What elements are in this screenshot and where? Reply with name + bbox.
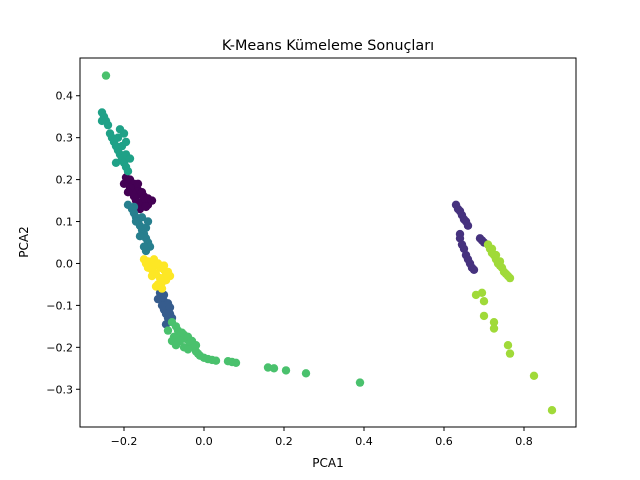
- data-point-cluster-5: [231, 358, 241, 367]
- data-point-cluster-0: [133, 179, 143, 188]
- data-point-cluster-4: [119, 129, 129, 138]
- y-tick-label: 0.4: [56, 90, 74, 103]
- y-tick-label: −0.3: [46, 383, 73, 396]
- data-point-cluster-5: [171, 341, 181, 350]
- x-tick-label: 0.4: [355, 435, 373, 448]
- data-point-cluster-6: [529, 371, 539, 380]
- data-point-cluster-7: [159, 261, 169, 270]
- y-tick-label: −0.2: [46, 341, 73, 354]
- data-point-cluster-6: [505, 349, 515, 358]
- data-point-cluster-4: [125, 154, 135, 163]
- data-point-cluster-6: [505, 273, 515, 283]
- data-point-cluster-5: [101, 71, 111, 80]
- data-point-cluster-4: [123, 167, 133, 176]
- data-point-cluster-0: [147, 196, 157, 205]
- data-point-cluster-1: [469, 265, 479, 274]
- y-tick-label: 0.3: [56, 132, 74, 145]
- data-point-cluster-6: [495, 257, 505, 266]
- data-point-cluster-0: [123, 188, 133, 197]
- chart-title: K-Means Kümeleme Sonuçları: [222, 38, 434, 54]
- data-point-cluster-4: [121, 137, 131, 147]
- data-point-cluster-5: [269, 364, 279, 373]
- data-point-cluster-4: [97, 116, 107, 126]
- data-point-cluster-3: [137, 213, 147, 222]
- data-point-cluster-4: [113, 133, 123, 142]
- data-point-cluster-1: [463, 221, 473, 230]
- data-point-cluster-3: [139, 242, 149, 251]
- data-point-cluster-6: [547, 406, 557, 415]
- data-point-cluster-2: [153, 294, 163, 304]
- data-point-cluster-2: [165, 303, 175, 312]
- data-point-cluster-7: [147, 271, 157, 281]
- data-point-cluster-7: [161, 269, 171, 279]
- data-point-cluster-3: [131, 217, 141, 226]
- y-axis: −0.3 −0.2 −0.1 0.0 0.1 0.2 0.3 0.4: [46, 90, 80, 396]
- plot-frame: [79, 57, 577, 428]
- data-point-cluster-6: [491, 250, 501, 260]
- x-axis: −0.2 0.0 0.2 0.4 0.6 0.8: [111, 427, 533, 448]
- x-tick-label: 0.6: [435, 435, 453, 448]
- x-tick-label: 0.8: [515, 435, 533, 448]
- data-point-cluster-3: [129, 202, 139, 212]
- data-point-cluster-3: [143, 217, 153, 226]
- y-tick-label: 0.1: [56, 216, 74, 229]
- data-point-cluster-4: [103, 120, 113, 130]
- data-point-cluster-1: [459, 244, 469, 253]
- data-point-cluster-6: [479, 297, 489, 306]
- data-point-cluster-1: [455, 229, 465, 239]
- data-point-cluster-4: [111, 158, 121, 167]
- data-point-cluster-5: [301, 369, 311, 378]
- y-axis-label: PCA2: [17, 226, 31, 257]
- y-tick-label: 0.2: [56, 174, 74, 187]
- x-axis-label: PCA1: [312, 456, 343, 470]
- data-point-cluster-5: [211, 356, 221, 365]
- data-point-cluster-5: [355, 378, 365, 387]
- data-point-cluster-0: [119, 179, 129, 188]
- x-tick-label: −0.2: [111, 435, 138, 448]
- y-tick-label: 0.0: [56, 257, 74, 270]
- data-point-cluster-7: [141, 259, 151, 268]
- x-tick-label: 0.0: [195, 435, 213, 448]
- data-point-cluster-6: [489, 318, 499, 327]
- data-point-cluster-6: [477, 288, 487, 297]
- y-tick-label: −0.1: [46, 299, 73, 312]
- data-point-cluster-5: [191, 341, 201, 350]
- data-point-cluster-3: [141, 223, 151, 232]
- data-point-cluster-0: [141, 202, 151, 212]
- data-point-cluster-5: [281, 366, 291, 375]
- data-point-cluster-7: [157, 284, 167, 293]
- data-point-cluster-6: [489, 324, 499, 333]
- data-point-cluster-6: [503, 341, 513, 350]
- data-point-cluster-5: [163, 326, 173, 335]
- x-tick-label: 0.2: [275, 435, 293, 448]
- points-layer: [97, 71, 557, 415]
- data-point-cluster-2: [159, 290, 169, 300]
- data-point-cluster-5: [183, 345, 193, 354]
- data-point-cluster-6: [479, 311, 489, 321]
- data-point-cluster-6: [487, 244, 497, 253]
- data-point-cluster-3: [135, 232, 145, 241]
